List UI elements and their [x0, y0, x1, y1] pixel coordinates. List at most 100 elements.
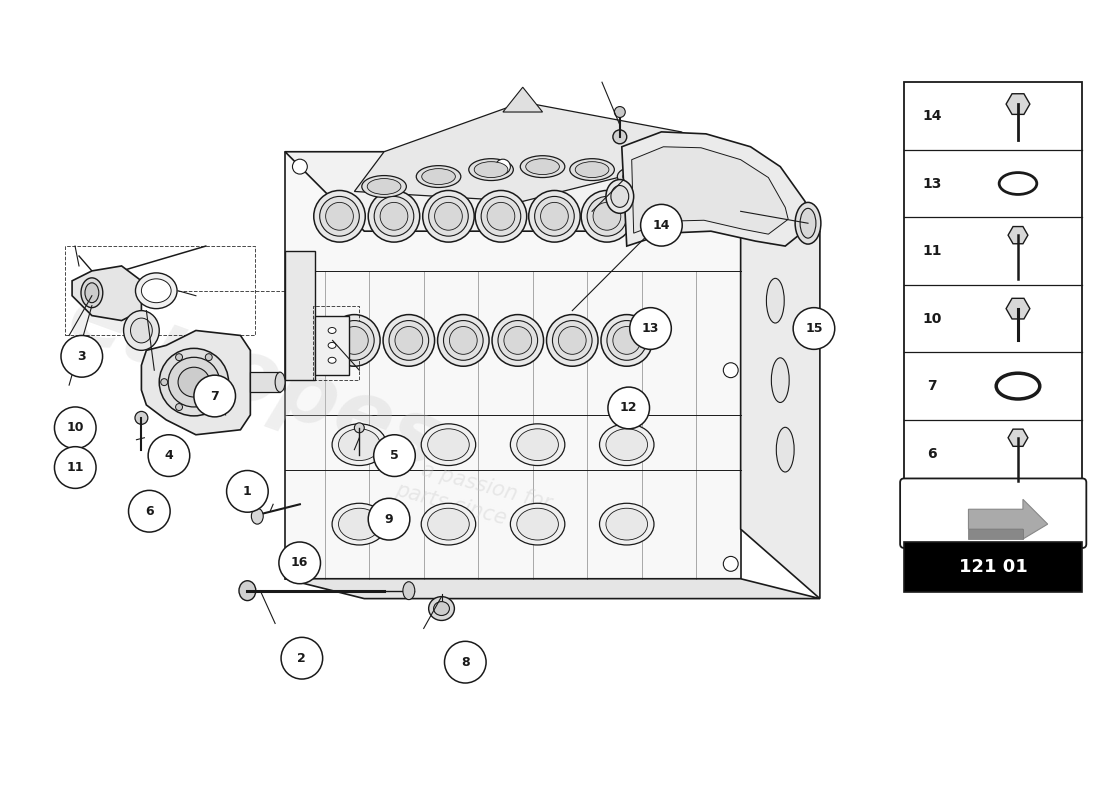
Ellipse shape	[160, 348, 229, 416]
Text: 13: 13	[641, 322, 659, 335]
Text: 10: 10	[922, 311, 942, 326]
Text: europes: europes	[56, 274, 454, 486]
Ellipse shape	[613, 326, 640, 354]
FancyBboxPatch shape	[904, 542, 1082, 592]
Circle shape	[129, 490, 170, 532]
Ellipse shape	[724, 159, 738, 174]
Ellipse shape	[433, 602, 450, 615]
Ellipse shape	[999, 173, 1037, 194]
Polygon shape	[1008, 429, 1027, 446]
Ellipse shape	[421, 424, 475, 466]
Text: 7: 7	[210, 390, 219, 402]
Ellipse shape	[239, 581, 256, 601]
Circle shape	[793, 308, 835, 350]
Circle shape	[194, 375, 235, 417]
Polygon shape	[142, 330, 251, 434]
Ellipse shape	[615, 106, 625, 118]
Ellipse shape	[374, 197, 414, 236]
Ellipse shape	[135, 411, 147, 424]
Ellipse shape	[403, 582, 415, 600]
Ellipse shape	[320, 197, 360, 236]
Text: 11: 11	[922, 244, 942, 258]
Ellipse shape	[601, 314, 652, 366]
Ellipse shape	[428, 429, 470, 461]
Text: 9: 9	[385, 513, 394, 526]
Text: 12: 12	[620, 402, 638, 414]
Ellipse shape	[421, 503, 475, 545]
Text: 15: 15	[805, 322, 823, 335]
Circle shape	[227, 470, 268, 512]
Ellipse shape	[498, 321, 538, 360]
Ellipse shape	[510, 424, 564, 466]
Ellipse shape	[434, 202, 462, 230]
Ellipse shape	[326, 202, 353, 230]
Polygon shape	[1008, 226, 1027, 244]
Text: a passion for
parts since 1985: a passion for parts since 1985	[393, 454, 573, 544]
Ellipse shape	[293, 159, 307, 174]
Circle shape	[54, 446, 96, 488]
Ellipse shape	[607, 321, 647, 360]
Ellipse shape	[504, 326, 531, 354]
Ellipse shape	[428, 508, 470, 540]
Text: 3: 3	[77, 350, 86, 363]
Ellipse shape	[85, 283, 99, 302]
Ellipse shape	[517, 429, 559, 461]
Polygon shape	[315, 315, 350, 375]
Ellipse shape	[529, 190, 580, 242]
Text: 121 01: 121 01	[959, 558, 1027, 576]
Ellipse shape	[176, 354, 183, 361]
Ellipse shape	[570, 158, 615, 181]
Circle shape	[148, 434, 189, 477]
Ellipse shape	[475, 190, 527, 242]
Ellipse shape	[220, 378, 227, 386]
Ellipse shape	[329, 314, 381, 366]
Ellipse shape	[395, 326, 422, 354]
Ellipse shape	[389, 321, 429, 360]
Ellipse shape	[520, 156, 564, 178]
Ellipse shape	[429, 197, 469, 236]
Circle shape	[279, 542, 320, 584]
Text: 7: 7	[927, 379, 936, 393]
Ellipse shape	[724, 362, 738, 378]
Ellipse shape	[339, 429, 381, 461]
Polygon shape	[621, 132, 810, 246]
Circle shape	[640, 204, 682, 246]
Ellipse shape	[176, 403, 183, 410]
Polygon shape	[503, 87, 542, 112]
Text: 4: 4	[165, 449, 174, 462]
Ellipse shape	[600, 503, 654, 545]
Ellipse shape	[206, 403, 212, 410]
Ellipse shape	[587, 197, 627, 236]
Text: 5: 5	[390, 449, 399, 462]
Polygon shape	[740, 152, 820, 598]
Ellipse shape	[606, 429, 648, 461]
Polygon shape	[285, 152, 820, 231]
Ellipse shape	[540, 202, 569, 230]
Ellipse shape	[517, 508, 559, 540]
Ellipse shape	[381, 202, 408, 230]
Ellipse shape	[206, 354, 212, 361]
Ellipse shape	[474, 162, 508, 178]
Polygon shape	[285, 578, 820, 598]
Text: 8: 8	[461, 656, 470, 669]
Ellipse shape	[131, 318, 152, 343]
Ellipse shape	[481, 197, 520, 236]
Ellipse shape	[510, 503, 564, 545]
Ellipse shape	[610, 186, 629, 207]
Ellipse shape	[362, 175, 406, 198]
Ellipse shape	[575, 162, 609, 178]
Ellipse shape	[559, 326, 586, 354]
Ellipse shape	[314, 190, 365, 242]
Circle shape	[629, 308, 671, 350]
Polygon shape	[968, 499, 1047, 539]
Ellipse shape	[487, 202, 515, 230]
Text: 14: 14	[922, 109, 942, 123]
Ellipse shape	[332, 424, 386, 466]
Ellipse shape	[123, 310, 160, 350]
Ellipse shape	[997, 373, 1040, 399]
Text: 16: 16	[292, 556, 308, 570]
Ellipse shape	[422, 190, 474, 242]
Ellipse shape	[469, 158, 514, 181]
Ellipse shape	[416, 166, 461, 187]
Polygon shape	[354, 102, 720, 202]
